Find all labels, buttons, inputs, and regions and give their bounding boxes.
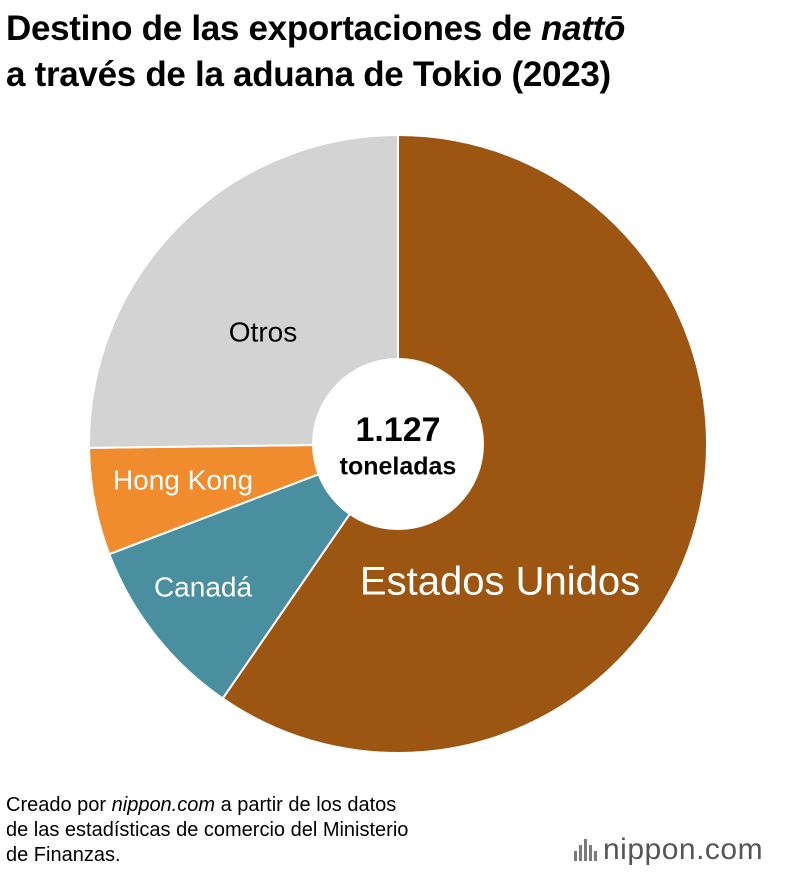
slice-label-2: Hong Kong (113, 464, 253, 495)
source-suffix: a partir de los datos (215, 794, 397, 816)
source-line-1: Creado por nippon.com a partir de los da… (6, 793, 566, 818)
center-total-value: 1.127 (355, 411, 440, 449)
title-line-1: Destino de las exportaciones de nattō (6, 6, 796, 52)
center-total-unit: toneladas (340, 453, 457, 481)
slice-label-3: Otros (229, 316, 297, 347)
slice-label-0: Estados Unidos (360, 560, 640, 604)
source-note: Creado por nippon.com a partir de los da… (6, 793, 566, 868)
logo-text: nippon.com (603, 833, 764, 866)
nippon-logo: nippon.com (574, 832, 763, 868)
center-hole (312, 358, 484, 530)
logo-bars-icon (574, 839, 597, 861)
source-line-2: de las estadísticas de comercio del Mini… (6, 819, 409, 841)
source-prefix: Creado por (6, 794, 112, 816)
title-line-2: a través de la aduana de Tokio (2023) (6, 55, 611, 94)
source-line-3: de Finanzas. (6, 844, 121, 866)
pie-labels: Estados Unidos Canadá Hong Kong Otros (113, 316, 640, 603)
title-prefix: Destino de las exportaciones de (6, 9, 542, 48)
slice-label-1: Canadá (154, 571, 253, 602)
chart-title: Destino de las exportaciones de nattō a … (6, 6, 796, 98)
pie-slice-1 (108, 441, 401, 700)
pie-slice-3 (88, 133, 399, 449)
title-italic-word: nattō (541, 9, 626, 48)
source-site: nippon.com (111, 794, 216, 816)
